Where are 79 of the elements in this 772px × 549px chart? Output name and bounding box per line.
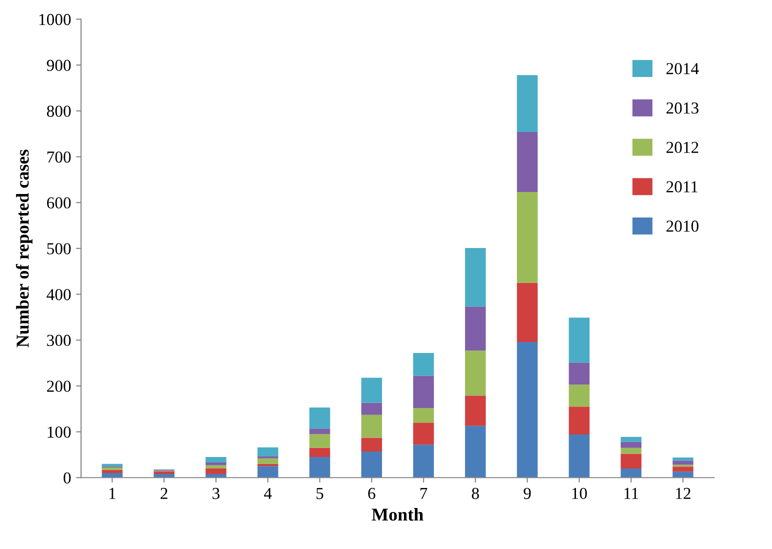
y-tick-label: 800 (46, 106, 71, 117)
legend-label: 2011 (666, 181, 698, 192)
bar (361, 414, 382, 438)
bar (672, 460, 694, 465)
bar (206, 457, 226, 462)
bar (206, 462, 226, 466)
bar (516, 342, 538, 478)
y-tick-label: 100 (48, 426, 71, 438)
bar (672, 472, 694, 478)
bar (413, 422, 434, 445)
bar (672, 466, 694, 472)
bar (257, 458, 278, 464)
bar (309, 457, 330, 478)
bar (154, 471, 174, 474)
bar (465, 306, 486, 351)
bar (206, 468, 226, 474)
x-tick-label: 5 (316, 488, 324, 500)
bar (672, 457, 694, 461)
bar (309, 407, 330, 429)
bar (516, 192, 538, 283)
bar (568, 362, 590, 385)
x-tick-label: 6 (368, 488, 376, 500)
bar (465, 350, 486, 396)
y-tick-label: 900 (46, 60, 71, 72)
bar (361, 378, 382, 403)
bar (413, 352, 434, 376)
bar (413, 376, 434, 408)
bar (361, 452, 382, 478)
bar (465, 426, 486, 478)
y-tick-label: 300 (47, 334, 71, 346)
bar (620, 436, 642, 442)
y-tick-label: 700 (47, 151, 71, 163)
bar (620, 454, 642, 468)
bar (568, 318, 590, 363)
y-tick-label: 600 (47, 197, 71, 209)
bar (361, 438, 382, 452)
bar (516, 75, 538, 132)
x-tick-label: 11 (624, 488, 638, 499)
bar (568, 434, 590, 478)
y-tick-label: 500 (47, 243, 71, 254)
bar (206, 465, 226, 468)
legend-label: 2014 (666, 63, 699, 74)
bar (620, 468, 642, 478)
bar (309, 428, 330, 434)
bar (465, 248, 486, 307)
bar (361, 402, 382, 415)
bar (102, 464, 123, 467)
x-tick-label: 9 (524, 488, 531, 500)
bar (568, 384, 590, 407)
bar (516, 132, 538, 192)
legend-label: 2013 (666, 102, 698, 114)
x-tick-label: 3 (212, 488, 220, 500)
bar (309, 434, 330, 448)
y-tick-label: 400 (46, 288, 71, 300)
bar (413, 444, 434, 478)
bar (257, 447, 278, 456)
y-axis-title: Number of reported cases (16, 150, 32, 348)
bar (413, 408, 434, 423)
legend-label: 2010 (666, 220, 698, 232)
y-tick-label: 0 (64, 472, 71, 484)
x-tick-label: 4 (264, 488, 272, 499)
x-tick-label: 10 (572, 488, 587, 500)
x-axis-title: Month (372, 508, 424, 521)
x-tick-label: 1 (109, 488, 116, 499)
bar (309, 448, 330, 457)
bar (568, 406, 590, 435)
x-tick-label: 7 (420, 488, 428, 499)
x-tick-label: 8 (472, 488, 479, 500)
y-tick-label: 1000 (39, 14, 71, 26)
x-tick-label: 12 (676, 488, 690, 499)
bar (516, 282, 538, 342)
bar (102, 470, 123, 474)
bar (620, 448, 642, 454)
bar (620, 442, 642, 448)
x-tick-label: 2 (160, 488, 168, 499)
y-tick-label: 200 (47, 380, 71, 392)
legend-label: 2012 (666, 142, 698, 154)
bar (257, 466, 278, 478)
bar (465, 396, 486, 426)
